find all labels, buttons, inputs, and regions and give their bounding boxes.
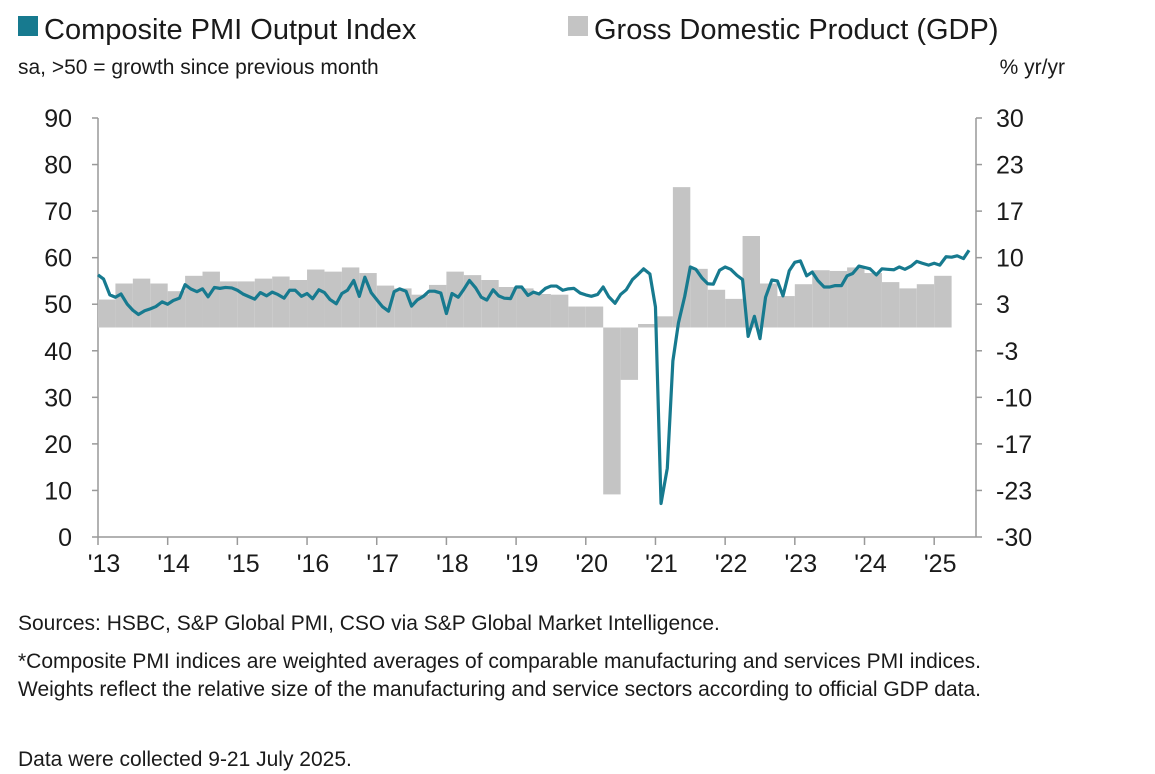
gdp-bar — [916, 284, 935, 328]
gdp-bar — [237, 281, 255, 328]
right-tick-label: -3 — [996, 338, 1018, 366]
gdp-bar — [707, 289, 726, 328]
gdp-bar — [568, 306, 586, 328]
x-tick-label: '17 — [366, 550, 399, 578]
gdp-bar — [690, 268, 708, 328]
right-axis-ticks: -30 -23 -17 -10 -3 3 10 17 23 30 — [976, 105, 1032, 552]
left-tick-label: 50 — [44, 291, 72, 319]
left-tick-label: 0 — [58, 524, 72, 552]
x-tick-label: '14 — [157, 550, 190, 578]
right-axis-subtitle: % yr/yr — [1000, 56, 1065, 79]
gdp-bar — [638, 324, 656, 328]
gdp-bar — [219, 281, 238, 328]
left-tick-label: 60 — [44, 245, 72, 273]
footer-collected: Data were collected 9-21 July 2025. — [18, 748, 352, 771]
x-tick-label: '20 — [575, 550, 608, 578]
left-tick-label: 80 — [44, 152, 72, 180]
x-tick-label: '23 — [785, 550, 818, 578]
left-tick-label: 40 — [44, 338, 72, 366]
gdp-bar — [899, 288, 917, 328]
gdp-bar — [533, 293, 551, 328]
x-tick-label: '13 — [88, 550, 121, 578]
gdp-bar — [376, 285, 395, 328]
gdp-bar — [446, 271, 464, 328]
gdp-bar — [585, 306, 604, 328]
x-tick-label: '21 — [645, 550, 678, 578]
gdp-bar — [742, 236, 760, 328]
right-tick-label: 10 — [996, 245, 1024, 273]
gdp-bar — [550, 294, 569, 328]
gdp-bar — [847, 267, 865, 328]
legend-pmi-swatch — [18, 16, 38, 36]
left-tick-label: 20 — [44, 431, 72, 459]
legend-gdp-label: Gross Domestic Product (GDP) — [594, 14, 998, 46]
legend-gdp-swatch — [568, 16, 588, 36]
gdp-bar — [620, 327, 639, 380]
x-tick-label: '18 — [436, 550, 469, 578]
gdp-bar — [202, 271, 220, 328]
gdp-bar — [272, 276, 290, 328]
x-tick-label: '22 — [715, 550, 748, 578]
x-tick-label: '15 — [227, 550, 260, 578]
right-tick-label: 3 — [996, 291, 1010, 319]
gdp-bar — [934, 275, 952, 328]
footer-sources: Sources: HSBC, S&P Global PMI, CSO via S… — [18, 612, 720, 635]
gdp-bar — [289, 280, 308, 328]
right-tick-label: -10 — [996, 384, 1032, 412]
left-tick-label: 90 — [44, 105, 72, 133]
legend-pmi-label: Composite PMI Output Index — [44, 14, 417, 46]
right-tick-label: 23 — [996, 152, 1024, 180]
gdp-bar — [777, 296, 795, 328]
gdp-bar — [185, 275, 203, 328]
gdp-bar — [324, 271, 342, 328]
gdp-bar — [167, 291, 186, 328]
gdp-bar — [254, 278, 273, 328]
right-tick-label: 30 — [996, 105, 1024, 133]
left-axis-ticks: 0 10 20 30 40 50 60 70 80 90 — [44, 105, 98, 552]
gdp-bar — [394, 288, 412, 328]
gdp-bar — [481, 280, 499, 328]
right-tick-label: 17 — [996, 198, 1024, 226]
gdp-bar — [341, 267, 360, 328]
x-tick-label: '25 — [924, 550, 957, 578]
x-tick-label: '16 — [297, 550, 330, 578]
left-axis-subtitle: sa, >50 = growth since previous month — [18, 56, 379, 79]
x-axis-ticks: '13 '14 '15 '16 '17 '18 '19 '20 '21 '22 '23 '24 '25 — [88, 537, 957, 578]
gdp-bar — [655, 316, 673, 328]
right-tick-label: -30 — [996, 524, 1032, 552]
left-tick-label: 30 — [44, 384, 72, 412]
gdp-bar-series — [98, 187, 952, 495]
x-tick-label: '24 — [854, 550, 887, 578]
gdp-bar — [603, 327, 621, 495]
left-tick-label: 70 — [44, 198, 72, 226]
right-tick-label: -23 — [996, 477, 1032, 505]
pmi-line-series — [97, 249, 971, 506]
gdp-bar — [881, 282, 900, 328]
gdp-bar — [132, 278, 151, 328]
right-tick-label: -17 — [996, 431, 1032, 459]
gdp-bar — [812, 270, 830, 328]
chart: Composite PMI Output Index Gross Domesti… — [18, 14, 1065, 578]
gdp-bar — [794, 284, 813, 328]
left-tick-label: 10 — [44, 477, 72, 505]
gdp-bar — [516, 288, 534, 328]
gdp-bar — [98, 299, 116, 328]
footer-note: *Composite PMI indices are weighted aver… — [18, 650, 981, 701]
gdp-bar — [307, 269, 325, 328]
x-tick-label: '19 — [506, 550, 539, 578]
gdp-bar — [725, 298, 743, 328]
gdp-bar — [864, 273, 882, 328]
